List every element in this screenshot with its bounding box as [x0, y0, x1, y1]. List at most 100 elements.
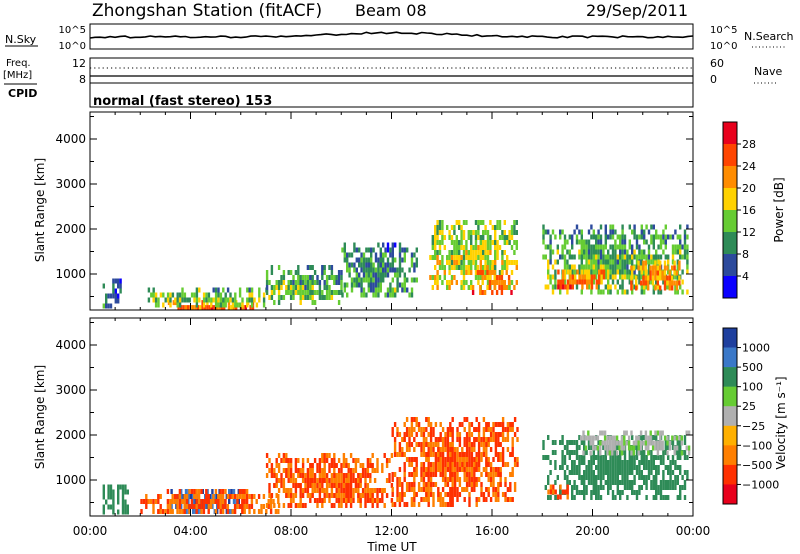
data-cell: [460, 255, 463, 260]
data-cell: [607, 259, 610, 265]
data-cell: [486, 255, 490, 260]
data-cell: [289, 280, 293, 285]
data-cell: [346, 292, 349, 298]
data-cell: [599, 495, 603, 500]
data-cell: [662, 239, 665, 245]
data-cell: [367, 247, 370, 253]
data-cell: [603, 430, 607, 436]
data-cell: [364, 488, 367, 493]
data-cell: [482, 240, 485, 245]
data-cell: [306, 265, 310, 270]
data-cell: [197, 504, 201, 509]
data-cell: [631, 490, 634, 495]
data-cell: [485, 422, 488, 427]
data-cell: [193, 489, 196, 494]
data-cell: [456, 437, 459, 442]
data-cell: [599, 259, 603, 265]
data-cell: [481, 270, 484, 275]
data-cell: [482, 417, 486, 422]
data-cell: [628, 274, 631, 280]
data-cell: [592, 234, 595, 240]
data-cell: [595, 475, 598, 480]
data-cell: [238, 494, 242, 499]
data-cell: [652, 485, 655, 490]
data-cell: [494, 497, 498, 502]
data-cell: [561, 435, 564, 440]
data-cell: [209, 499, 213, 504]
data-cell: [323, 295, 326, 300]
data-cell: [542, 224, 545, 230]
data-cell: [420, 472, 423, 477]
data-cell: [385, 463, 389, 468]
power-ylabel: Slant Range [km]: [33, 158, 47, 262]
data-cell: [349, 453, 353, 458]
data-cell: [166, 292, 170, 298]
data-cell: [446, 502, 450, 507]
data-cell: [607, 465, 610, 470]
data-cell: [640, 254, 643, 260]
data-cell: [573, 480, 576, 485]
data-cell: [432, 472, 435, 477]
data-cell: [448, 250, 451, 255]
data-cell: [566, 465, 569, 470]
data-cell: [245, 499, 249, 504]
data-cell: [470, 457, 474, 462]
data-cell: [364, 483, 367, 488]
data-cell: [492, 432, 495, 437]
data-cell: [515, 240, 518, 245]
data-cell: [499, 477, 502, 482]
data-cell: [659, 239, 663, 245]
data-cell: [301, 280, 305, 285]
data-cell: [470, 422, 474, 427]
data-cell: [268, 493, 271, 498]
data-cell: [280, 458, 283, 463]
data-cell: [323, 453, 326, 458]
data-cell: [492, 482, 495, 487]
data-cell: [609, 475, 612, 480]
data-cell: [438, 225, 442, 230]
data-cell: [547, 435, 550, 440]
data-cell: [616, 259, 619, 265]
data-cell: [444, 437, 447, 442]
data-cell: [166, 489, 170, 494]
data-cell: [667, 495, 670, 500]
data-cell: [679, 465, 682, 470]
data-cell: [590, 455, 593, 460]
data-cell: [432, 497, 435, 502]
data-cell: [482, 255, 485, 260]
data-cell: [301, 468, 305, 473]
data-cell: [585, 239, 588, 245]
data-cell: [484, 245, 487, 250]
y-tick-label: 2000: [55, 428, 86, 442]
data-cell: [652, 455, 655, 460]
data-cell: [602, 455, 605, 460]
data-cell: [480, 487, 483, 492]
data-cell: [568, 264, 571, 270]
data-cell: [640, 470, 643, 475]
data-cell: [683, 234, 687, 240]
data-cell: [102, 509, 105, 515]
data-cell: [389, 282, 392, 288]
data-cell: [337, 498, 341, 503]
data-cell: [427, 442, 430, 447]
data-cell: [268, 458, 271, 463]
data-cell: [275, 285, 278, 290]
data-cell: [318, 483, 322, 488]
data-cell: [473, 437, 476, 442]
data-cell: [501, 447, 505, 452]
data-cell: [554, 259, 557, 265]
data-cell: [506, 260, 509, 265]
data-cell: [217, 499, 220, 504]
data-cell: [121, 489, 125, 495]
data-cell: [450, 255, 454, 260]
data-cell: [511, 497, 514, 502]
data-cell: [377, 257, 380, 263]
data-cell: [401, 487, 404, 492]
data-cell: [415, 247, 418, 253]
data-cell: [306, 468, 310, 473]
data-cell: [563, 244, 567, 250]
data-cell: [604, 239, 607, 245]
data-cell: [107, 504, 110, 510]
data-cell: [178, 292, 182, 298]
data-cell: [477, 447, 481, 452]
